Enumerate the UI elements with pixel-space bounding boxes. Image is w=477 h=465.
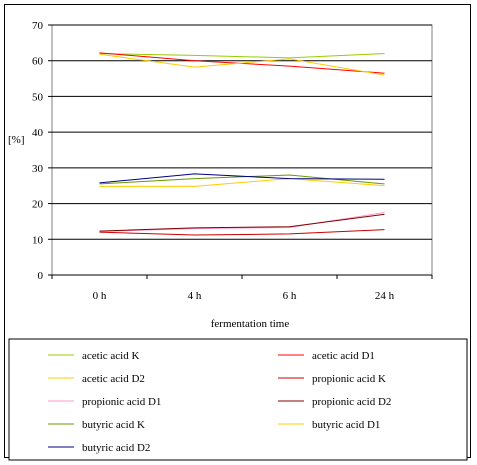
series-line xyxy=(99,174,385,185)
legend-box xyxy=(8,338,468,461)
y-tick-label: 10 xyxy=(32,234,44,246)
x-axis-label: fermentation time xyxy=(211,318,290,330)
series-lines xyxy=(99,52,385,236)
legend: acetic acid K acetic acid D1 acetic acid D… xyxy=(8,338,468,461)
legend-entry: butyric acid D1 xyxy=(312,419,380,431)
legend-entry: acetic acid K xyxy=(82,350,139,362)
legend-entry: acetic acid D2 xyxy=(82,373,145,385)
y-tick-label: 0 xyxy=(38,270,44,282)
grid-lines xyxy=(48,24,432,276)
x-tick-labels: 0 h 4 h 6 h 24 h xyxy=(51,275,433,302)
legend-entry: butyric acid K xyxy=(82,419,145,431)
legend-entry: propionic acid D1 xyxy=(82,396,161,408)
series-line xyxy=(99,53,385,59)
y-tick-label: 30 xyxy=(32,163,44,175)
y-tick-label: 60 xyxy=(32,56,44,68)
series-line xyxy=(99,213,385,232)
series-line xyxy=(99,173,385,184)
legend-entry: propionic acid K xyxy=(312,373,386,385)
legend-entry: acetic acid D1 xyxy=(312,350,375,362)
y-tick-label: 40 xyxy=(32,127,44,139)
legend-entry: butyric acid D2 xyxy=(82,442,150,454)
x-tick-label: 24 h xyxy=(375,290,395,302)
y-axis-label: [%] xyxy=(8,134,25,146)
y-tick-label: 20 xyxy=(32,199,44,211)
series-line xyxy=(99,53,385,76)
plot-area xyxy=(51,24,433,276)
series-line xyxy=(99,212,385,232)
x-tick-label: 6 h xyxy=(283,290,297,302)
x-tick-label: 4 h xyxy=(188,290,202,302)
series-line xyxy=(99,178,385,187)
y-tick-label: 70 xyxy=(32,20,44,32)
series-line xyxy=(99,229,385,236)
y-tick-labels: 0 10 20 30 40 50 60 70 xyxy=(32,20,44,282)
legend-entry: propionic acid D2 xyxy=(312,396,391,408)
x-tick-label: 0 h xyxy=(93,290,107,302)
plot-border xyxy=(51,24,433,276)
y-tick-label: 50 xyxy=(32,91,44,103)
